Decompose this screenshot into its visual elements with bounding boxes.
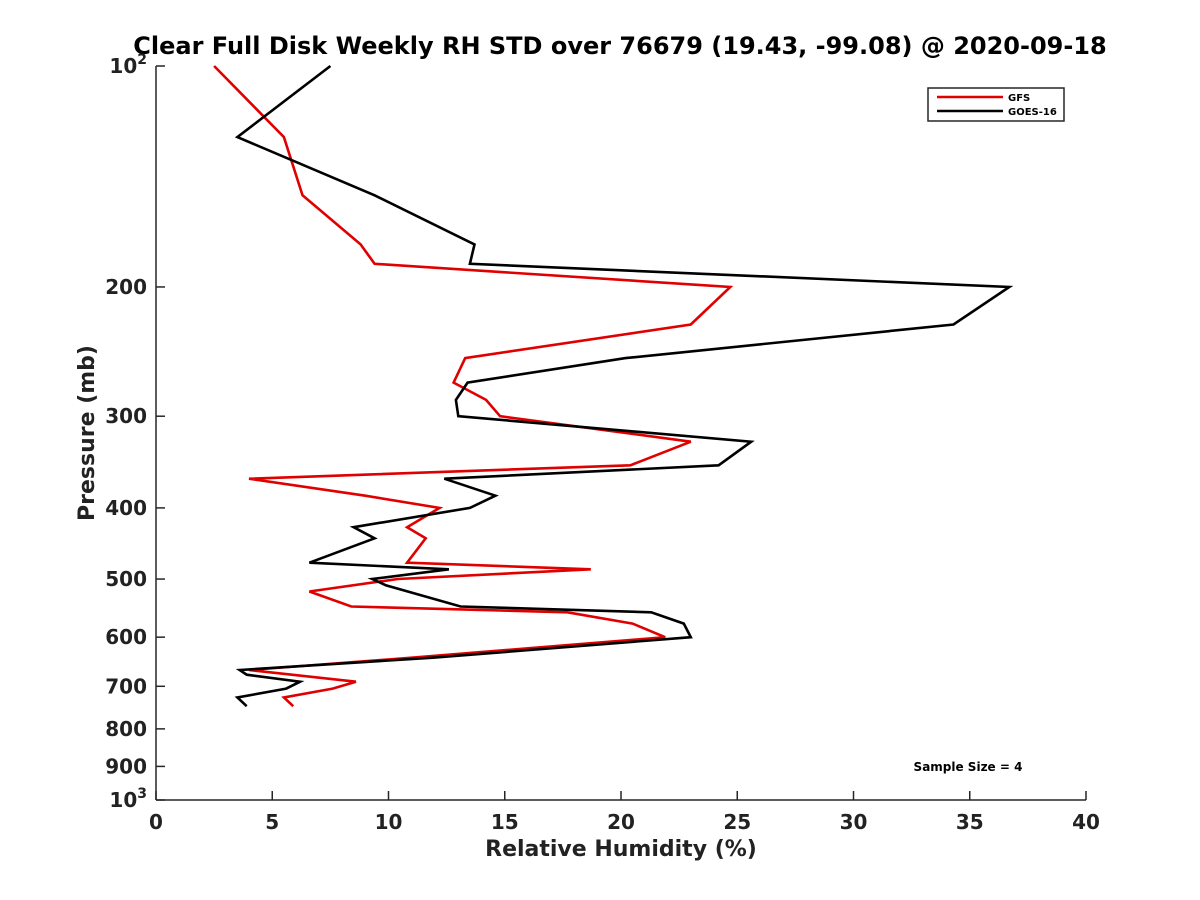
chart-title: Clear Full Disk Weekly RH STD over 76679… — [133, 32, 1106, 60]
sample-size-annotation: Sample Size = 4 — [914, 760, 1023, 774]
x-tick-label: 30 — [840, 810, 868, 834]
series-line-goes-16 — [234, 64, 1014, 708]
x-axis-label: Relative Humidity (%) — [485, 837, 757, 862]
x-axis: 0 5 10 15 20 25 30 35 40 — [149, 791, 1100, 834]
legend-box — [927, 87, 1065, 122]
y-tick-label: 700 — [105, 674, 147, 698]
y-tick-label: 103 — [109, 786, 147, 812]
x-tick-label: 15 — [491, 810, 519, 834]
y-tick-label: 800 — [105, 717, 147, 741]
x-tick-label: 40 — [1072, 810, 1100, 834]
legend-label: GOES-16 — [1008, 107, 1057, 118]
y-tick-label: 900 — [105, 754, 147, 778]
y-tick-label: 600 — [105, 625, 147, 649]
series-line-gfs — [213, 65, 734, 708]
x-tick-label: 10 — [375, 810, 403, 834]
y-axis-label: Pressure (mb) — [75, 345, 100, 521]
series-layer — [213, 64, 1014, 708]
y-axis: 102 200 300 400 500 600 700 800 900 103 — [105, 52, 165, 812]
x-tick-label: 35 — [956, 810, 984, 834]
y-tick-label: 300 — [105, 404, 147, 428]
y-tick-label: 200 — [105, 275, 147, 299]
x-tick-label: 5 — [265, 810, 279, 834]
legend-label: GFS — [1008, 93, 1030, 104]
y-tick-label: 400 — [105, 496, 147, 520]
x-tick-label: 0 — [149, 810, 163, 834]
y-tick-label: 500 — [105, 567, 147, 591]
x-tick-label: 20 — [607, 810, 635, 834]
legend: GFS GOES-16 — [927, 87, 1065, 122]
y-tick-label: 102 — [109, 52, 147, 78]
x-tick-label: 25 — [723, 810, 751, 834]
